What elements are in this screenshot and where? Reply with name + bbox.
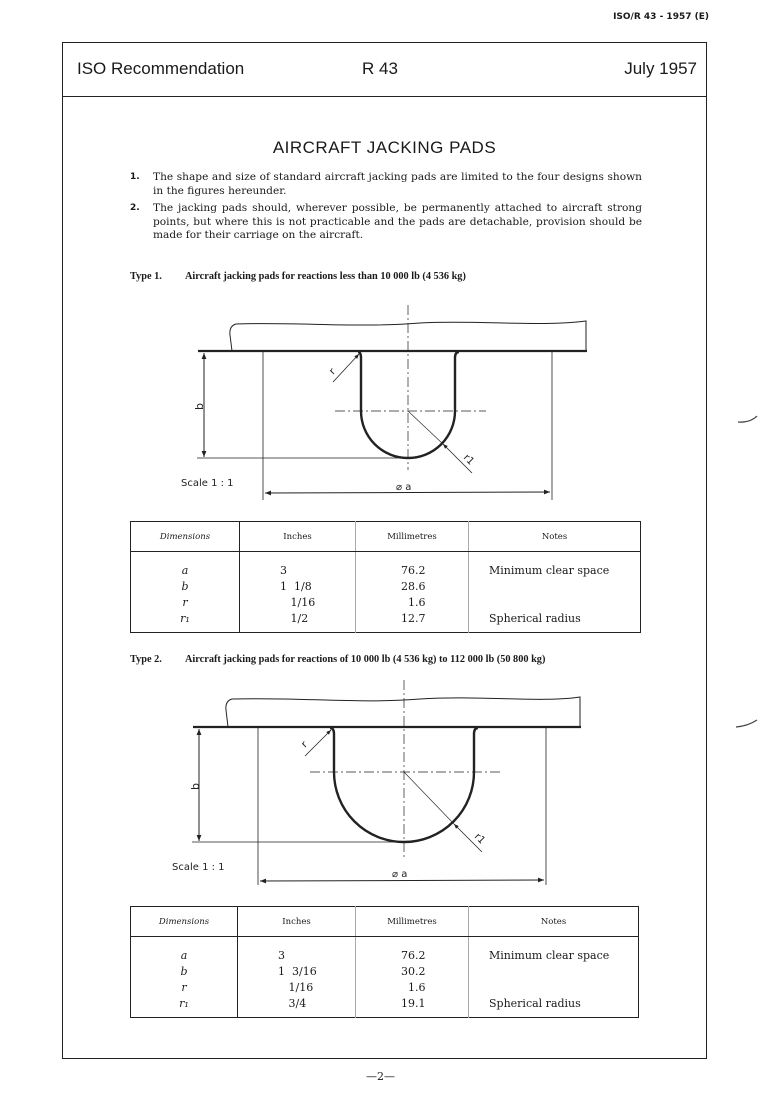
document-id: ISO/R 43 - 1957 (E) xyxy=(613,12,709,22)
dimension-a-label: ⌀ a xyxy=(392,869,407,880)
dimension-r-label: r xyxy=(327,366,338,377)
dimension-b-label: b xyxy=(193,403,206,410)
page-title: AIRCRAFT JACKING PADS xyxy=(272,138,497,157)
type1-heading: Type 1. Aircraft jacking pads for reactio… xyxy=(130,271,466,282)
dimensions-table-type2: Dimensions Inches Millimetres Notes a 3 76… xyxy=(130,906,639,1018)
item-number: 1. xyxy=(130,172,140,182)
header-left: ISO Recommendation xyxy=(77,59,245,78)
aircraft-structure xyxy=(225,696,581,728)
dimensions-table-type1: Dimensions Inches Millimetres Notes a 3 76… xyxy=(130,521,641,633)
pad-profile xyxy=(357,350,460,460)
page-frame xyxy=(62,42,707,1059)
list-item: 1. The shape and size of standard aircra… xyxy=(130,171,642,198)
dimension-r-label: r xyxy=(299,739,310,750)
type2-heading: Type 2. Aircraft jacking pads for reactio… xyxy=(130,654,546,665)
aircraft-structure xyxy=(229,320,587,352)
list-item: 2. The jacking pads should, wherever pos… xyxy=(130,202,642,243)
table-row: r 1/16 1.6 xyxy=(130,594,641,610)
margin-mark xyxy=(737,415,758,423)
table-row: r₁ 3/4 19.1 Spherical radius xyxy=(130,995,639,1018)
dimension-a-label: ⌀ a xyxy=(396,482,411,493)
table-row: r 1/16 1.6 xyxy=(130,979,639,995)
scale-label: Scale 1 : 1 xyxy=(172,862,225,873)
header-right: July 1957 xyxy=(624,59,697,78)
header-divider xyxy=(62,96,707,97)
table-row: a 3 76.2 Minimum clear space xyxy=(130,936,639,963)
table-row: a 3 76.2 Minimum clear space xyxy=(130,551,641,578)
item-number: 2. xyxy=(130,203,140,213)
margin-mark xyxy=(735,719,758,728)
page-number: —2— xyxy=(366,1070,395,1083)
table-row: r₁ 1/2 12.7 Spherical radius xyxy=(130,610,641,633)
header-center: R 43 xyxy=(362,59,398,78)
figure-type2 xyxy=(192,680,581,885)
dimension-r1-label: r1 xyxy=(461,452,476,467)
item-text: The shape and size of standard aircraft … xyxy=(153,171,642,197)
dimension-b-label: b xyxy=(189,783,202,790)
item-text: The jacking pads should, wherever possib… xyxy=(153,202,642,241)
figure-type1 xyxy=(197,305,587,500)
scale-label: Scale 1 : 1 xyxy=(181,478,234,489)
